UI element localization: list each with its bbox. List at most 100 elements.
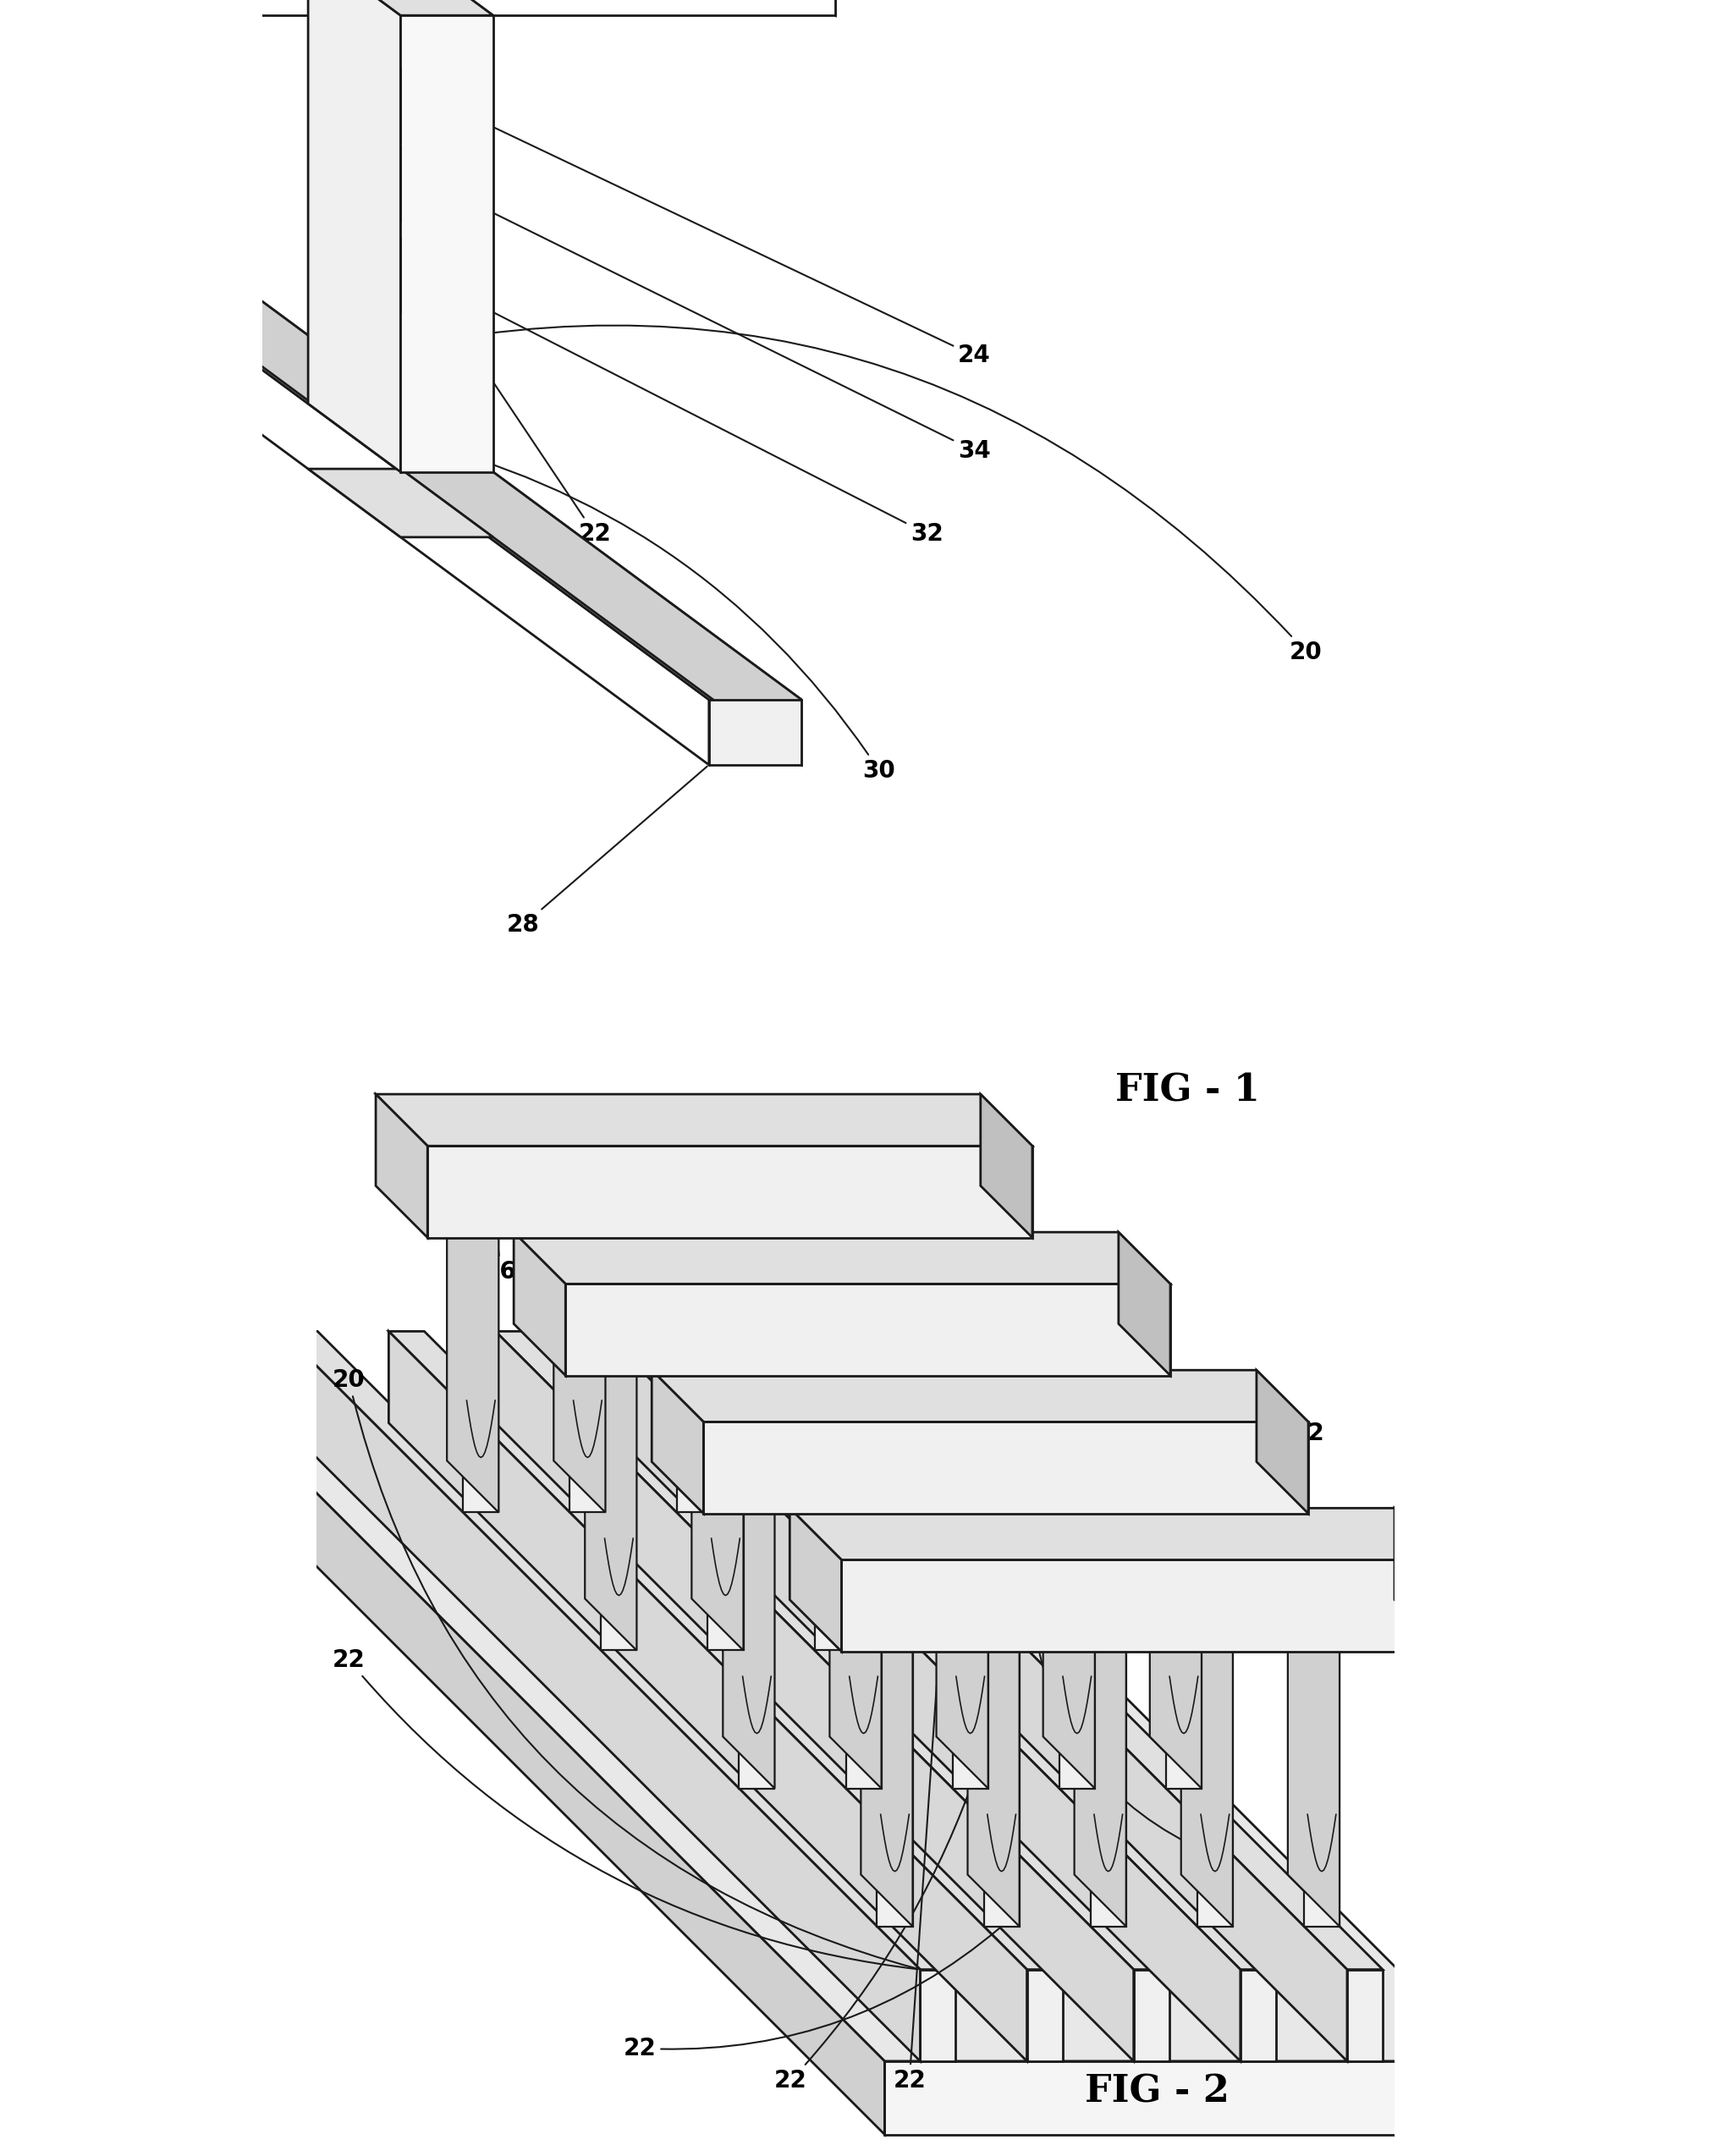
- Polygon shape: [1256, 1371, 1309, 1514]
- Polygon shape: [921, 1971, 956, 2061]
- Polygon shape: [282, 1330, 921, 2061]
- Polygon shape: [953, 1514, 987, 1789]
- Polygon shape: [388, 1330, 1027, 2061]
- Polygon shape: [652, 1371, 1309, 1423]
- Polygon shape: [885, 2061, 1489, 2134]
- Polygon shape: [977, 1324, 1064, 1376]
- Polygon shape: [708, 1330, 1347, 2061]
- Polygon shape: [874, 1186, 926, 1514]
- Polygon shape: [1134, 1971, 1169, 2061]
- Polygon shape: [1114, 1462, 1201, 1514]
- Polygon shape: [53, 216, 801, 699]
- Text: 22: 22: [332, 1649, 917, 1968]
- Polygon shape: [1288, 1600, 1340, 1927]
- Text: 22: 22: [775, 1792, 970, 2091]
- Polygon shape: [825, 1600, 912, 1651]
- Polygon shape: [724, 1462, 775, 1789]
- Polygon shape: [1011, 1324, 1064, 1651]
- Text: 22: 22: [927, 1240, 1324, 1445]
- Polygon shape: [869, 1324, 956, 1376]
- Polygon shape: [814, 1376, 850, 1651]
- Polygon shape: [53, 216, 708, 765]
- Polygon shape: [1150, 1462, 1201, 1789]
- Text: 34: 34: [402, 168, 991, 461]
- Polygon shape: [496, 1330, 1169, 1971]
- Polygon shape: [513, 1233, 1170, 1283]
- Polygon shape: [513, 1233, 566, 1376]
- Polygon shape: [549, 1324, 636, 1376]
- Text: 28: 28: [1032, 1606, 1228, 1865]
- Polygon shape: [905, 1324, 956, 1651]
- Polygon shape: [411, 1186, 498, 1238]
- Polygon shape: [0, 0, 50, 15]
- Polygon shape: [708, 1376, 743, 1651]
- Polygon shape: [932, 1600, 1020, 1651]
- Polygon shape: [1119, 1233, 1170, 1376]
- Polygon shape: [601, 1376, 636, 1651]
- Text: FIG - 1: FIG - 1: [1116, 1074, 1259, 1108]
- Text: 20: 20: [346, 326, 1323, 664]
- Polygon shape: [1165, 1514, 1201, 1789]
- Polygon shape: [794, 1462, 881, 1514]
- Text: 32: 32: [402, 265, 943, 545]
- Polygon shape: [1027, 1971, 1063, 2061]
- Text: 26: 26: [678, 1153, 751, 1255]
- Polygon shape: [554, 1186, 606, 1514]
- Polygon shape: [1181, 1600, 1234, 1927]
- Polygon shape: [652, 1371, 703, 1514]
- Polygon shape: [763, 1324, 850, 1376]
- Polygon shape: [53, 216, 145, 280]
- Polygon shape: [743, 0, 835, 15]
- Polygon shape: [890, 1238, 926, 1514]
- Polygon shape: [282, 1330, 956, 1971]
- Polygon shape: [799, 1324, 850, 1651]
- Polygon shape: [400, 0, 493, 472]
- Polygon shape: [570, 1238, 606, 1514]
- Polygon shape: [464, 1238, 498, 1514]
- Text: 24: 24: [402, 84, 991, 367]
- Polygon shape: [518, 1186, 606, 1238]
- Polygon shape: [566, 1283, 1170, 1376]
- Polygon shape: [784, 1238, 820, 1514]
- Polygon shape: [655, 1324, 743, 1376]
- Polygon shape: [660, 1186, 712, 1514]
- Text: 22: 22: [402, 246, 611, 545]
- Polygon shape: [1028, 1376, 1064, 1651]
- Text: 30: 30: [402, 438, 895, 783]
- Polygon shape: [703, 1423, 1309, 1514]
- Polygon shape: [936, 1462, 987, 1789]
- Polygon shape: [376, 1095, 1032, 1147]
- Text: 26: 26: [736, 1121, 958, 1164]
- Text: 22: 22: [893, 1654, 939, 2091]
- Polygon shape: [602, 1330, 1240, 2061]
- Text: 36: 36: [438, 1121, 517, 1283]
- Polygon shape: [447, 1186, 498, 1514]
- Polygon shape: [496, 1330, 1134, 2061]
- Polygon shape: [1394, 1509, 1446, 1651]
- Polygon shape: [732, 1186, 820, 1238]
- Polygon shape: [984, 1651, 1020, 1927]
- Polygon shape: [388, 1330, 1063, 1971]
- Polygon shape: [688, 1462, 775, 1514]
- Polygon shape: [767, 1186, 820, 1514]
- Polygon shape: [921, 1376, 956, 1651]
- Polygon shape: [428, 1147, 1032, 1238]
- Polygon shape: [708, 699, 801, 765]
- Text: FIG - 2: FIG - 2: [1085, 2074, 1230, 2109]
- Polygon shape: [1039, 1600, 1126, 1651]
- Polygon shape: [400, 15, 493, 472]
- Polygon shape: [676, 1238, 712, 1514]
- Polygon shape: [1044, 1462, 1095, 1789]
- Polygon shape: [968, 1600, 1020, 1927]
- Polygon shape: [1008, 1462, 1095, 1514]
- Polygon shape: [900, 1462, 987, 1514]
- Polygon shape: [246, 1423, 885, 2134]
- Polygon shape: [1090, 1651, 1126, 1927]
- Polygon shape: [376, 1095, 428, 1238]
- Polygon shape: [1059, 1514, 1095, 1789]
- Polygon shape: [980, 1095, 1032, 1238]
- Polygon shape: [246, 1423, 1489, 2061]
- Polygon shape: [842, 1561, 1446, 1651]
- Polygon shape: [708, 1330, 1382, 1971]
- Polygon shape: [861, 1600, 912, 1927]
